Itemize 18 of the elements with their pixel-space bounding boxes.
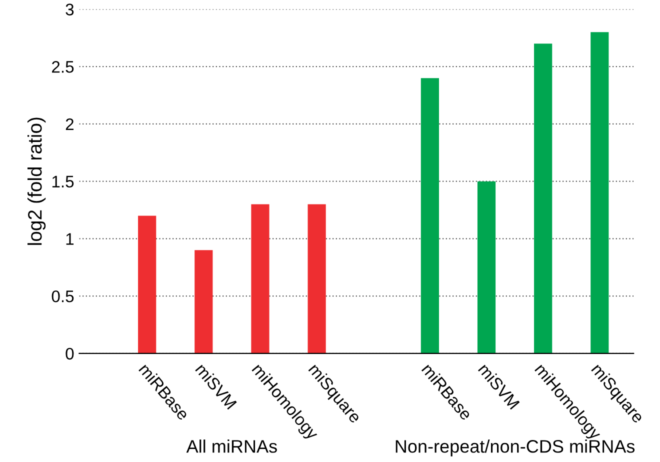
- y-axis-title: log2 (fold ratio): [27, 118, 46, 245]
- y-tick-label: 2.5: [52, 61, 74, 73]
- y-tick-label: 1: [66, 233, 74, 245]
- bar: [194, 250, 213, 354]
- bar: [534, 44, 552, 354]
- y-tick-label: 1.5: [52, 176, 74, 188]
- bar: [590, 32, 609, 354]
- text: Non-repeat/non-CDS miRNAs: [396, 440, 635, 456]
- bar: [477, 181, 496, 354]
- bar: [138, 216, 156, 354]
- y-tick-label: 0.5: [52, 290, 74, 302]
- text: All miRNAs: [186, 440, 277, 453]
- bar: [420, 78, 439, 354]
- bar: [251, 204, 270, 354]
- y-tick-label: 3: [66, 4, 74, 16]
- bar: [308, 204, 326, 354]
- y-tick-label: 0: [66, 348, 74, 360]
- y-tick-label: 2: [66, 118, 74, 130]
